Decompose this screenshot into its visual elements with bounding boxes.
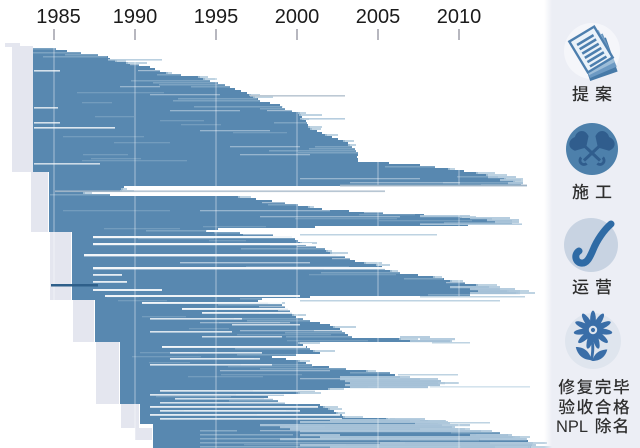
svg-text:1995: 1995 <box>194 6 239 28</box>
svg-text:2010: 2010 <box>437 6 482 28</box>
svg-text:2000: 2000 <box>275 6 320 28</box>
svg-text:1990: 1990 <box>113 6 158 28</box>
svg-text:2005: 2005 <box>356 6 401 28</box>
svg-text:NPL: NPL <box>556 418 588 436</box>
svg-text:1985: 1985 <box>36 6 81 28</box>
